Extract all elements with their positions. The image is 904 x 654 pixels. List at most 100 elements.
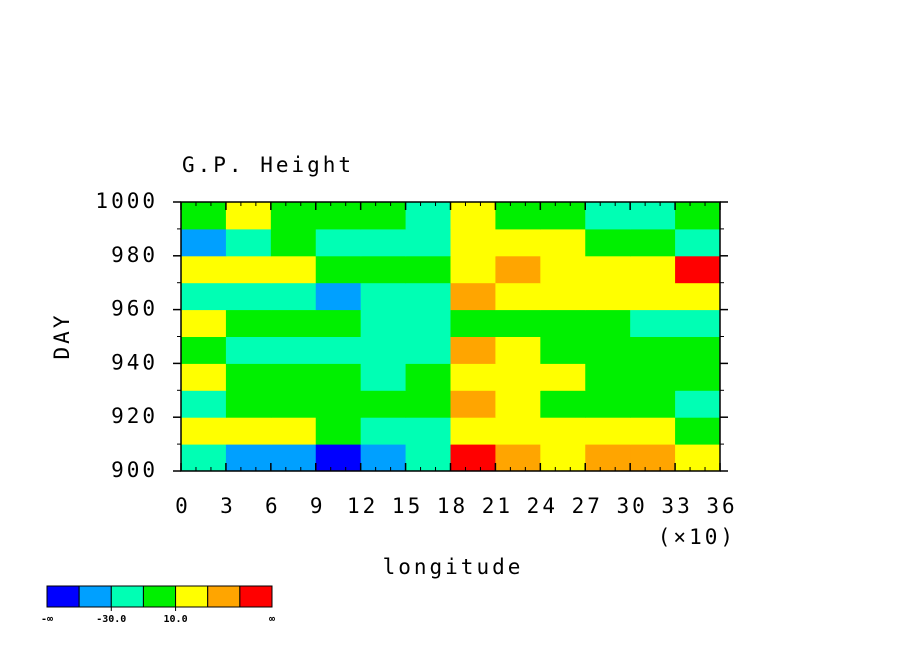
x-tick-label: 3 — [220, 494, 236, 518]
heatmap-cell — [270, 255, 317, 284]
heatmap-cell — [181, 309, 227, 337]
x-tick-label: 24 — [527, 494, 558, 518]
heatmap-cell — [630, 363, 676, 391]
heatmap-cell — [225, 228, 272, 257]
heatmap-cell — [495, 363, 541, 391]
heatmap-cell — [675, 309, 721, 337]
heatmap-cell — [405, 282, 451, 311]
heatmap-cell — [270, 228, 317, 257]
x-tick-label: 30 — [617, 494, 648, 518]
heatmap-cell — [225, 417, 272, 445]
heatmap-cell — [360, 444, 407, 472]
y-axis-label: DAY — [50, 313, 74, 360]
heatmap-cell — [585, 336, 631, 364]
heatmap-cell — [675, 417, 721, 445]
colorbar-label: 10.0 — [164, 614, 188, 625]
heatmap-cell — [225, 444, 272, 472]
heatmap-cell — [270, 363, 317, 391]
heatmap-cell — [225, 202, 272, 230]
heatmap-cell — [585, 202, 631, 230]
heatmap-cell — [405, 202, 451, 230]
heatmap-cell — [225, 390, 272, 418]
heatmap-cell — [585, 390, 631, 418]
heatmap-cell — [315, 228, 362, 257]
heatmap-cell — [585, 363, 631, 391]
heatmap-cell — [585, 255, 631, 284]
heatmap-cell — [225, 336, 272, 364]
heatmap-cell — [675, 202, 721, 230]
heatmap-cell — [450, 282, 496, 311]
heatmap-cell — [630, 444, 676, 472]
heatmap-cell — [495, 390, 541, 418]
heatmap-cell — [315, 309, 362, 337]
heatmap-cell — [585, 228, 631, 257]
heatmap-cell — [630, 309, 676, 337]
heatmap-cell — [675, 444, 721, 472]
heatmap-cell — [585, 444, 631, 472]
heatmap-cell — [405, 309, 451, 337]
x-tick-label: 15 — [392, 494, 423, 518]
heatmap-cell — [181, 336, 227, 364]
heatmap-cells — [181, 202, 721, 472]
x-tick-label: 18 — [437, 494, 468, 518]
heatmap-cell — [540, 417, 586, 445]
heatmap-cell — [315, 202, 362, 230]
heatmap-cell — [540, 363, 586, 391]
heatmap-cell — [675, 282, 721, 311]
heatmap-cell — [315, 444, 362, 472]
heatmap-cell — [405, 255, 451, 284]
heatmap-cell — [540, 444, 586, 472]
heatmap-cell — [630, 417, 676, 445]
heatmap-cell — [225, 363, 272, 391]
heatmap-cell — [495, 282, 541, 311]
x-tick-label: 21 — [482, 494, 513, 518]
heatmap-cell — [585, 417, 631, 445]
heatmap-cell — [540, 228, 586, 257]
heatmap-cell — [450, 417, 496, 445]
x-tick-label: 12 — [347, 494, 378, 518]
heatmap-cell — [360, 336, 407, 364]
heatmap-cell — [495, 309, 541, 337]
heatmap-cell — [675, 363, 721, 391]
heatmap-cell — [630, 336, 676, 364]
heatmap-cell — [181, 390, 227, 418]
colorbar-label: -∞ — [41, 614, 53, 625]
y-tick-label: 980 — [111, 243, 158, 267]
heatmap-cell — [540, 309, 586, 337]
heatmap-cell — [270, 202, 317, 230]
heatmap-cell — [270, 390, 317, 418]
heatmap-cell — [540, 282, 586, 311]
heatmap-cell — [225, 309, 272, 337]
x-tick-label: 36 — [706, 494, 737, 518]
heatmap-cell — [450, 255, 496, 284]
heatmap-cell — [405, 363, 451, 391]
heatmap-cell — [270, 444, 317, 472]
heatmap-cell — [675, 336, 721, 364]
heatmap-cell — [225, 255, 272, 284]
heatmap-cell — [181, 363, 227, 391]
heatmap-cell — [315, 336, 362, 364]
x-tick-label: 33 — [661, 494, 692, 518]
heatmap-cell — [495, 444, 541, 472]
heatmap-cell — [495, 336, 541, 364]
heatmap-cell — [315, 255, 362, 284]
heatmap-cell — [405, 417, 451, 445]
heatmap-cell — [495, 417, 541, 445]
heatmap-cell — [315, 282, 362, 311]
heatmap-cell — [405, 336, 451, 364]
heatmap-cell — [630, 202, 676, 230]
heatmap-cell — [270, 282, 317, 311]
y-tick-label: 900 — [111, 458, 158, 482]
heatmap-cell — [270, 417, 317, 445]
heatmap-cell — [585, 282, 631, 311]
colorbar-swatch — [207, 585, 241, 608]
heatmap-cell — [360, 282, 407, 311]
heatmap-cell — [360, 363, 407, 391]
heatmap-cell — [540, 390, 586, 418]
heatmap-cell — [675, 228, 721, 257]
colorbar-swatch — [239, 585, 273, 608]
heatmap-cell — [630, 228, 676, 257]
heatmap-cell — [225, 282, 272, 311]
